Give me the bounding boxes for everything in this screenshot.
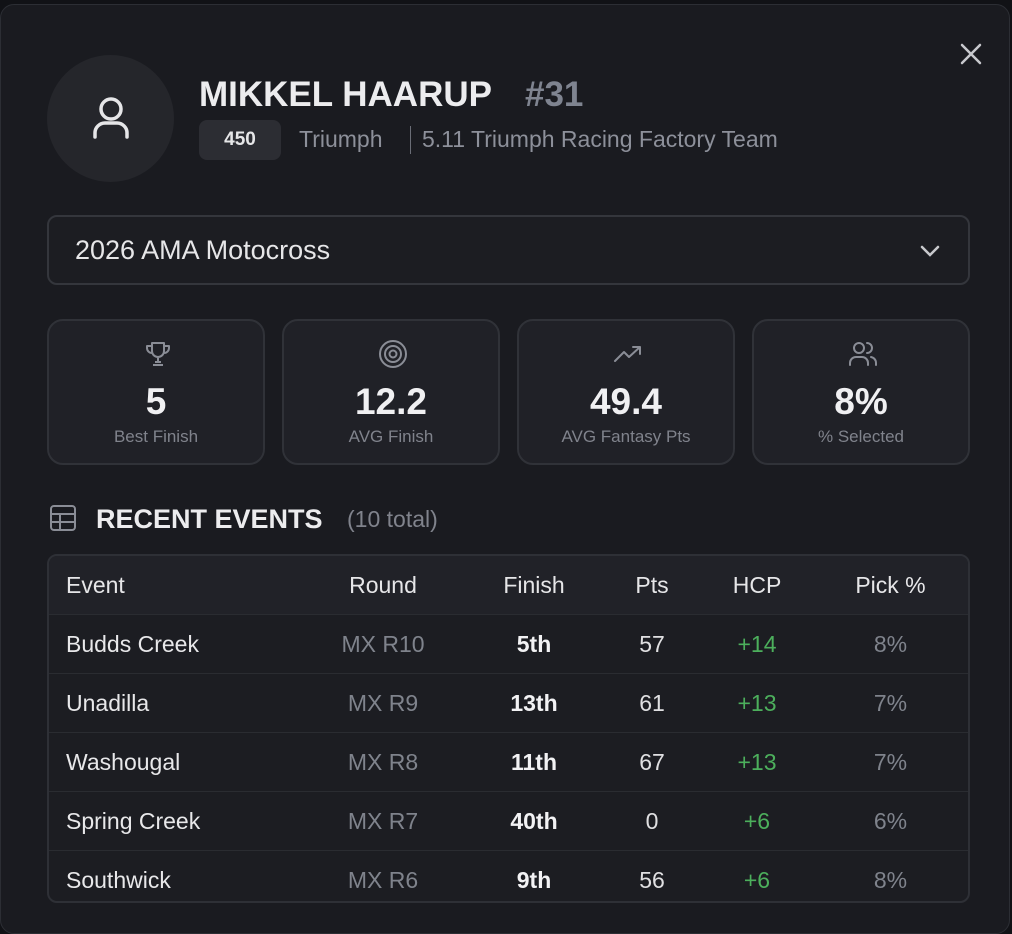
- column-header: HCP: [732, 571, 782, 598]
- table-cell: 61: [639, 689, 665, 716]
- stat-value: 12.2: [354, 381, 427, 422]
- stat-value: 8%: [834, 381, 888, 422]
- stat-label: Best Finish: [113, 427, 199, 446]
- table-cell: MX R9: [347, 689, 419, 716]
- table-cell: 8%: [873, 866, 908, 893]
- table-cell: 56: [639, 866, 665, 893]
- events-table: Event Round Finish Pts HCP Pick % Budds Creek M…: [47, 554, 970, 903]
- table-cell: 7%: [873, 689, 908, 716]
- table-cell: +13: [737, 748, 777, 775]
- table-row: Spring Creek MX R7 40th 0 +6 6%: [49, 791, 968, 850]
- table-cell: +6: [743, 866, 771, 893]
- table-cell: Washougal: [66, 748, 181, 775]
- target-icon: [379, 340, 407, 368]
- table-cell: 9th: [516, 866, 552, 893]
- stat-label: % Selected: [818, 427, 904, 446]
- chevron: [920, 245, 940, 257]
- stat-card: 49.4 AVG Fantasy Pts: [517, 319, 735, 465]
- table-cell: Unadilla: [66, 689, 150, 716]
- table-cell: 13th: [510, 689, 558, 716]
- stat-card: 12.2 AVG Finish: [282, 319, 500, 465]
- table-cell: MX R7: [347, 807, 419, 834]
- users-icon: [849, 342, 878, 366]
- player-name: MIKKEL HAARUP: [199, 75, 492, 114]
- table-cell: +14: [737, 630, 777, 657]
- team: 5.11 Triumph Racing Factory Team: [422, 126, 778, 152]
- table-cell: 6%: [873, 807, 908, 834]
- separator: [410, 126, 411, 154]
- table-cell: Spring Creek: [66, 807, 201, 834]
- stat-card: 5 Best Finish: [47, 319, 265, 465]
- table-cell: 67: [639, 748, 665, 775]
- column-header: Pick %: [855, 571, 926, 598]
- select-text: 2026 AMA Motocross: [75, 235, 331, 265]
- player-number: #31: [525, 75, 584, 114]
- table-row: Washougal MX R8 11th 67 +13 7%: [49, 732, 968, 791]
- section-title: RECENT EVENTS: [96, 504, 323, 534]
- stat-value: 5: [145, 381, 167, 422]
- table-cell: 8%: [873, 630, 908, 657]
- stat-label: AVG Fantasy Pts: [561, 427, 691, 446]
- table-cell: MX R8: [347, 748, 419, 775]
- table-header: Event Round Finish Pts HCP Pick %: [49, 556, 968, 614]
- table-cell: +6: [743, 807, 771, 834]
- avatar: [47, 55, 174, 182]
- table-cell: 0: [645, 807, 659, 834]
- series-select[interactable]: 2026 AMA Motocross: [47, 215, 970, 285]
- brand: Triumph: [299, 126, 383, 152]
- close-button[interactable]: [956, 39, 986, 69]
- table-cell: +13: [737, 689, 777, 716]
- trend-icon: [614, 346, 641, 362]
- class-badge: 450: [199, 120, 281, 160]
- table-cell: MX R6: [347, 866, 419, 893]
- table-cell: 11th: [510, 748, 558, 775]
- stat-card: 8% % Selected: [752, 319, 970, 465]
- player-modal: MIKKEL HAARUP #31 450 Triumph 5.11 Trium…: [0, 4, 1010, 934]
- column-header: Pts: [635, 571, 669, 598]
- table-cell: 7%: [873, 748, 908, 775]
- table-cell: Budds Creek: [66, 630, 199, 657]
- table-cell: 57: [639, 630, 665, 657]
- column-header: Round: [349, 571, 417, 598]
- trophy-icon: [146, 342, 170, 366]
- table-cell: Southwick: [66, 866, 171, 893]
- table-icon: [50, 505, 76, 531]
- column-header: Finish: [503, 571, 565, 598]
- table-cell: 40th: [510, 807, 558, 834]
- column-header: Event: [66, 571, 125, 598]
- section-count: (10 total): [347, 506, 438, 532]
- table-row: Unadilla MX R9 13th 61 +13 7%: [49, 673, 968, 732]
- table-row: Budds Creek MX R10 5th 57 +14 8%: [49, 614, 968, 673]
- stat-label: AVG Finish: [348, 427, 434, 446]
- stat-value: 49.4: [589, 381, 662, 422]
- table-cell: MX R10: [341, 630, 425, 657]
- table-cell: 5th: [516, 630, 552, 657]
- table-row: Southwick MX R6 9th 56 +6 8%: [49, 850, 968, 901]
